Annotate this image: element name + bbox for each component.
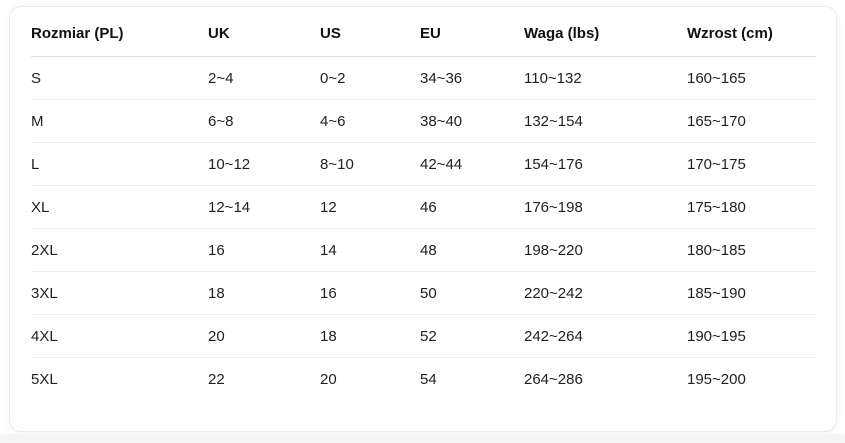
table-cell: 10~12 xyxy=(208,142,320,186)
table-row: Rozmiar (PL) UK US EU Waga (lbs) Wzrost (cm) xyxy=(31,7,816,57)
page-bottom-strip xyxy=(0,434,845,443)
size-label-cell: XL xyxy=(31,185,208,229)
table-cell: 190~195 xyxy=(687,314,816,358)
table-row: 3XL 18 16 50 220~242 185~190 xyxy=(31,271,816,315)
column-header: US xyxy=(320,7,420,57)
table-cell: 195~200 xyxy=(687,371,746,388)
table-header-row: Rozmiar (PL) UK US EU Waga (lbs) Wzrost (cm) xyxy=(31,7,816,57)
table-cell: 52 xyxy=(420,314,524,358)
table-cell: 170~175 xyxy=(687,142,816,186)
table-cell: 2~4 xyxy=(208,56,320,100)
table-cell: 46 xyxy=(420,185,524,229)
table-cell: 12 xyxy=(320,185,420,229)
size-chart-table: Rozmiar (PL) UK US EU Waga (lbs) Wzrost (cm) … xyxy=(31,7,816,412)
table-row: 2XL 16 14 48 198~220 180~185 xyxy=(31,228,816,272)
column-header: Rozmiar (PL) xyxy=(31,7,208,57)
table-row: 5XL 22 20 54 264~286 195~200 xyxy=(31,358,816,413)
table-cell: 132~154 xyxy=(524,99,687,143)
table-body: S 2~4 0~2 34~36 110~132 160~165 M 6~8 4~6 38~40 13… xyxy=(31,56,816,413)
table-cell: 154~176 xyxy=(524,142,687,186)
table-cell: 12~14 xyxy=(208,185,320,229)
table-cell: 20 xyxy=(320,371,337,388)
column-header: Waga (lbs) xyxy=(524,7,687,57)
table-cell: 160~165 xyxy=(687,56,816,100)
column-header: EU xyxy=(420,7,524,57)
table-row: M 6~8 4~6 38~40 132~154 165~170 xyxy=(31,99,816,143)
table-cell: 6~8 xyxy=(208,99,320,143)
size-label-cell: 5XL xyxy=(31,371,58,388)
table-cell: 50 xyxy=(420,271,524,315)
table-cell: 185~190 xyxy=(687,271,816,315)
table-cell: 175~180 xyxy=(687,185,816,229)
table-cell: 18 xyxy=(320,314,420,358)
size-label-cell: S xyxy=(31,56,208,100)
table-cell: 198~220 xyxy=(524,228,687,272)
table-cell: 180~185 xyxy=(687,228,816,272)
table-cell: 34~36 xyxy=(420,56,524,100)
table-cell: 22 xyxy=(208,371,225,388)
table-cell: 0~2 xyxy=(320,56,420,100)
size-label-cell: 4XL xyxy=(31,314,208,358)
table-cell: 165~170 xyxy=(687,99,816,143)
table-cell: 110~132 xyxy=(524,56,687,100)
table-row: XL 12~14 12 46 176~198 175~180 xyxy=(31,185,816,229)
table-row: 4XL 20 18 52 242~264 190~195 xyxy=(31,314,816,358)
table-cell: 176~198 xyxy=(524,185,687,229)
table-cell: 16 xyxy=(320,271,420,315)
table-cell: 8~10 xyxy=(320,142,420,186)
table-cell: 20 xyxy=(208,314,320,358)
size-chart-card: Rozmiar (PL) UK US EU Waga (lbs) Wzrost (cm) … xyxy=(9,6,837,432)
table-row: L 10~12 8~10 42~44 154~176 170~175 xyxy=(31,142,816,186)
table-cell: 48 xyxy=(420,228,524,272)
table-cell: 4~6 xyxy=(320,99,420,143)
column-header: Wzrost (cm) xyxy=(687,7,816,57)
table-row: S 2~4 0~2 34~36 110~132 160~165 xyxy=(31,56,816,100)
table-cell: 18 xyxy=(208,271,320,315)
table-cell: 42~44 xyxy=(420,142,524,186)
size-label-cell: L xyxy=(31,142,208,186)
table-cell: 14 xyxy=(320,228,420,272)
table-cell: 38~40 xyxy=(420,99,524,143)
table-cell: 16 xyxy=(208,228,320,272)
size-label-cell: 3XL xyxy=(31,271,208,315)
table-cell: 220~242 xyxy=(524,271,687,315)
column-header: UK xyxy=(208,7,320,57)
size-label-cell: M xyxy=(31,99,208,143)
table-cell: 264~286 xyxy=(524,371,583,388)
table-cell: 242~264 xyxy=(524,314,687,358)
table-cell: 54 xyxy=(420,371,437,388)
size-label-cell: 2XL xyxy=(31,228,208,272)
